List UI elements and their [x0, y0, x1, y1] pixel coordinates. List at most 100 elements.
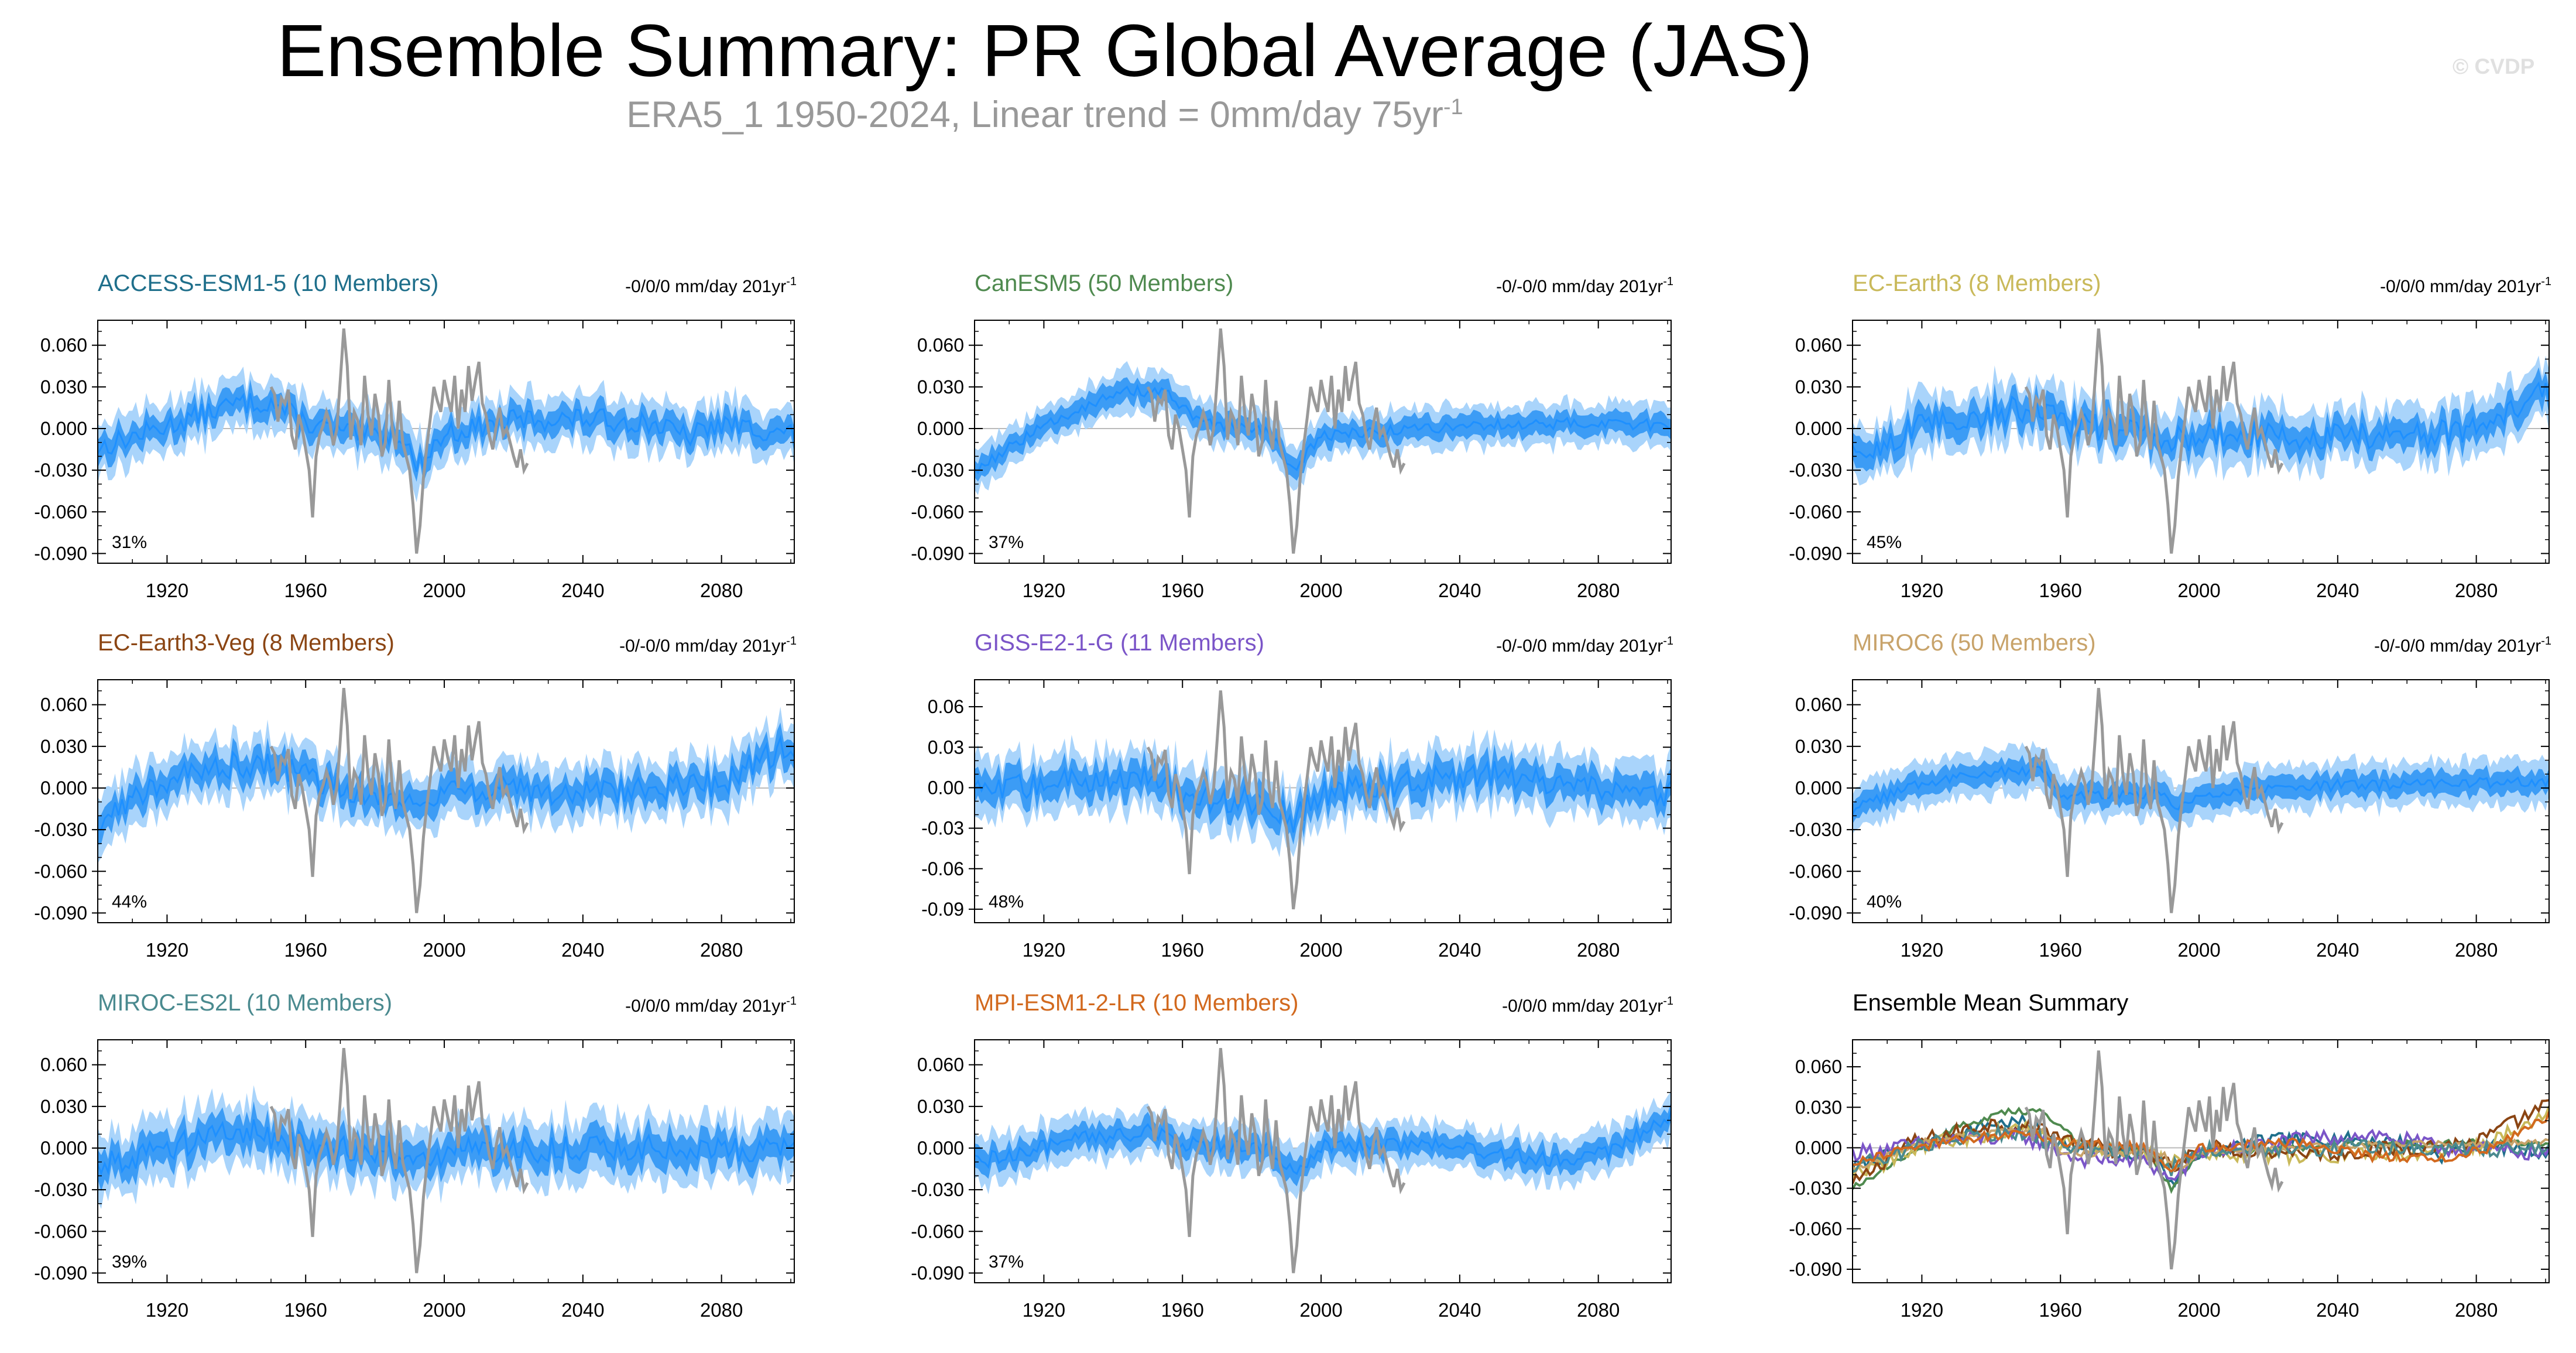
- y-tick-label: -0.030: [911, 460, 964, 481]
- x-tick-label: 1960: [1161, 1299, 1204, 1321]
- x-tick-label: 2000: [2177, 1299, 2220, 1321]
- panel-frame: [97, 679, 795, 923]
- y-tick-label: -0.090: [34, 1262, 87, 1283]
- panel-title: EC-Earth3 (8 Members): [1853, 270, 2101, 296]
- y-tick-label: -0.060: [911, 501, 964, 522]
- panel-trend-sup: -1: [786, 995, 797, 1008]
- x-tick-label: 2040: [1438, 580, 1481, 601]
- percent-label: 31%: [112, 533, 147, 552]
- panel-frame: [97, 1039, 795, 1283]
- y-tick-label: 0.060: [917, 335, 964, 356]
- y-tick-label: -0.090: [34, 902, 87, 923]
- panel-plot-area: [975, 1047, 1671, 1273]
- panel-frame: [974, 320, 1672, 564]
- x-tick-label: 1920: [146, 580, 188, 601]
- x-tick-label: 1960: [2039, 580, 2082, 601]
- x-tick-label: 1960: [284, 580, 327, 601]
- panel-plot-area: [975, 328, 1671, 554]
- y-tick-label: -0.03: [921, 818, 964, 839]
- panel-trend: -0/0/0 mm/day 201yr-1: [2380, 275, 2551, 296]
- panel-trend-sup: -1: [2541, 275, 2551, 288]
- x-tick-label: 2040: [2316, 580, 2359, 601]
- x-tick-label: 2080: [1577, 939, 1620, 961]
- panel-title: EC-Earth3-Veg (8 Members): [98, 630, 395, 656]
- chart-panel: MIROC-ES2L (10 Members) -0/0/0 mm/day 201…: [34, 990, 797, 1321]
- x-tick-label: 2040: [2316, 1299, 2359, 1321]
- y-tick-label: 0.06: [928, 696, 964, 717]
- panel-frame: [974, 1039, 1672, 1283]
- x-tick-label: 2080: [1577, 1299, 1620, 1321]
- x-tick-label: 2000: [423, 939, 465, 961]
- y-tick-label: -0.090: [1789, 1259, 1842, 1280]
- y-tick-label: 0.000: [40, 1138, 87, 1159]
- panel-trend-text: -0/0/0 mm/day 201yr: [625, 277, 786, 296]
- panel-trend: -0/-0/0 mm/day 201yr-1: [1496, 275, 1673, 296]
- panel-trend-sup: -1: [1663, 635, 1673, 648]
- ensemble-mean-line: [1853, 765, 2549, 815]
- x-tick-label: 2000: [2177, 580, 2220, 601]
- y-tick-label: 0.000: [917, 418, 964, 439]
- ensemble-iqr-band: [98, 379, 794, 483]
- panel-trend-text: -0/-0/0 mm/day 201yr: [1496, 636, 1663, 656]
- x-tick-label: 2000: [1299, 1299, 1342, 1321]
- ensemble-iqr-band: [98, 1101, 794, 1191]
- observations-line: [269, 687, 529, 913]
- panel-frame: [1852, 679, 2550, 923]
- ensemble-mean-line: [1853, 381, 2549, 460]
- y-tick-label: 0.030: [1795, 376, 1842, 398]
- observations-line: [2024, 687, 2284, 913]
- ensemble-iqr-band: [975, 377, 1671, 482]
- y-tick-label: -0.030: [1789, 460, 1842, 481]
- y-tick-label: 0.030: [917, 376, 964, 398]
- observations-line: [1146, 328, 1406, 554]
- observations-line: [1146, 690, 1406, 910]
- subtitle-sup: -1: [1443, 95, 1463, 119]
- x-tick-label: 2000: [1299, 580, 1342, 601]
- panel-frame: [97, 320, 795, 564]
- x-tick-label: 2040: [561, 939, 604, 961]
- panel-frame: [1852, 320, 2550, 564]
- y-tick-label: 0.000: [40, 418, 87, 439]
- panel-plot-area: [1853, 328, 2549, 554]
- y-tick-label: -0.030: [1789, 819, 1842, 840]
- y-tick-label: -0.030: [1789, 1178, 1842, 1199]
- ensemble-mean-line: [975, 1111, 1671, 1176]
- panel-trend: -0/0/0 mm/day 201yr-1: [625, 275, 797, 296]
- y-tick-label: -0.09: [921, 899, 964, 920]
- x-tick-label: 1960: [2039, 939, 2082, 961]
- chart-panel: ACCESS-ESM1-5 (10 Members) -0/0/0 mm/day …: [34, 270, 797, 601]
- panel-title: Ensemble Mean Summary: [1853, 990, 2128, 1016]
- y-tick-label: -0.06: [921, 858, 964, 879]
- y-tick-label: 0.000: [1795, 777, 1842, 799]
- y-tick-label: -0.060: [1789, 861, 1842, 882]
- x-tick-label: 2080: [700, 580, 743, 601]
- panel-title: CanESM5 (50 Members): [975, 270, 1233, 296]
- ensemble-mean-line: [975, 759, 1671, 833]
- y-tick-label: -0.030: [34, 460, 87, 481]
- y-tick-label: -0.060: [34, 501, 87, 522]
- ensemble-iqr-band: [1853, 755, 2549, 824]
- y-tick-label: 0.060: [40, 1054, 87, 1075]
- observations-line: [269, 328, 529, 554]
- y-tick-label: 0.000: [1795, 418, 1842, 439]
- y-tick-label: 0.030: [1795, 1097, 1842, 1118]
- panel-plot-area: [975, 690, 1671, 910]
- percent-label: 37%: [989, 533, 1024, 552]
- chart-panel: GISS-E2-1-G (11 Members) -0/-0/0 mm/day 2…: [921, 630, 1673, 961]
- x-tick-label: 1920: [1023, 939, 1065, 961]
- y-tick-label: -0.060: [911, 1221, 964, 1242]
- panel-plot-area: [98, 328, 794, 554]
- panel-trend-sup: -1: [1663, 995, 1673, 1008]
- model-mean-line: [1853, 1122, 2549, 1176]
- y-tick-label: -0.030: [911, 1179, 964, 1200]
- panel-trend-sup: -1: [786, 275, 797, 288]
- panel-trend: -0/0/0 mm/day 201yr-1: [1502, 995, 1673, 1016]
- panel-plot-area: [98, 1047, 794, 1273]
- x-tick-label: 1920: [146, 939, 188, 961]
- percent-label: 37%: [989, 1252, 1024, 1272]
- ensemble-iqr-band: [1853, 367, 2549, 472]
- observations-line: [269, 1047, 529, 1273]
- panel-title: MIROC6 (50 Members): [1853, 630, 2096, 656]
- panel-title: MPI-ESM1-2-LR (10 Members): [975, 990, 1298, 1016]
